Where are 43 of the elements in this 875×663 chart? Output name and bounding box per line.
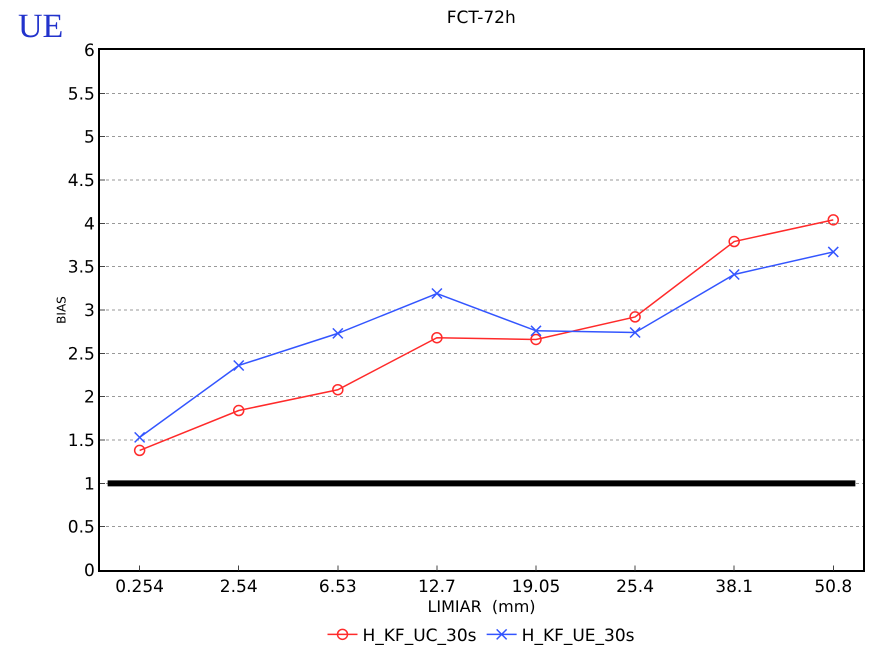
x-tick-label: 38.1 bbox=[715, 577, 754, 598]
y-tick-label: 5.5 bbox=[68, 84, 95, 104]
point bbox=[332, 384, 344, 396]
point bbox=[431, 332, 443, 344]
y-tick-label: 0.5 bbox=[68, 518, 95, 538]
y-axis-title: BIAS bbox=[54, 296, 68, 324]
point bbox=[232, 404, 244, 416]
y-tick-label: 2.5 bbox=[68, 344, 95, 364]
x-axis-title: LIMIAR (mm) bbox=[427, 597, 536, 616]
legend-label: H_KF_UC_30s bbox=[362, 626, 477, 646]
y-tick-label: 0 bbox=[84, 560, 95, 581]
text: UE bbox=[18, 8, 64, 45]
point bbox=[629, 311, 641, 323]
point bbox=[728, 268, 740, 280]
y-tick-label: 1 bbox=[84, 474, 95, 494]
x-tick-label: 6.53 bbox=[318, 577, 357, 598]
y-tick-label: 6 bbox=[84, 40, 95, 61]
x-tick-label: 2.54 bbox=[220, 577, 258, 598]
chart-title: FCT-72h bbox=[446, 8, 516, 28]
point bbox=[134, 444, 146, 456]
point bbox=[828, 214, 840, 226]
y-tick-label: 3.5 bbox=[68, 258, 95, 278]
point bbox=[530, 334, 542, 346]
point bbox=[232, 360, 244, 372]
x-tick-label: 19.05 bbox=[512, 577, 560, 598]
x-tick-label: 12.7 bbox=[418, 577, 456, 598]
y-tick-label: 4 bbox=[84, 214, 95, 234]
y-tick-label: 4.5 bbox=[68, 170, 95, 191]
x-tick-label: 50.8 bbox=[814, 577, 852, 598]
y-tick-label: 1.5 bbox=[68, 430, 95, 451]
point bbox=[629, 326, 641, 338]
x-tick-label: 25.4 bbox=[616, 577, 654, 598]
point bbox=[530, 325, 542, 337]
point bbox=[728, 236, 740, 248]
y-tick-label: 3 bbox=[84, 300, 95, 321]
point bbox=[332, 328, 344, 340]
point bbox=[134, 432, 146, 444]
y-tick-label: 2 bbox=[84, 388, 95, 408]
point bbox=[431, 288, 443, 300]
x-tick-label: 0.254 bbox=[115, 577, 164, 598]
legend-label: H_KF_UE_30s bbox=[522, 626, 635, 646]
y-tick-label: 5 bbox=[84, 128, 95, 148]
point bbox=[828, 246, 840, 258]
